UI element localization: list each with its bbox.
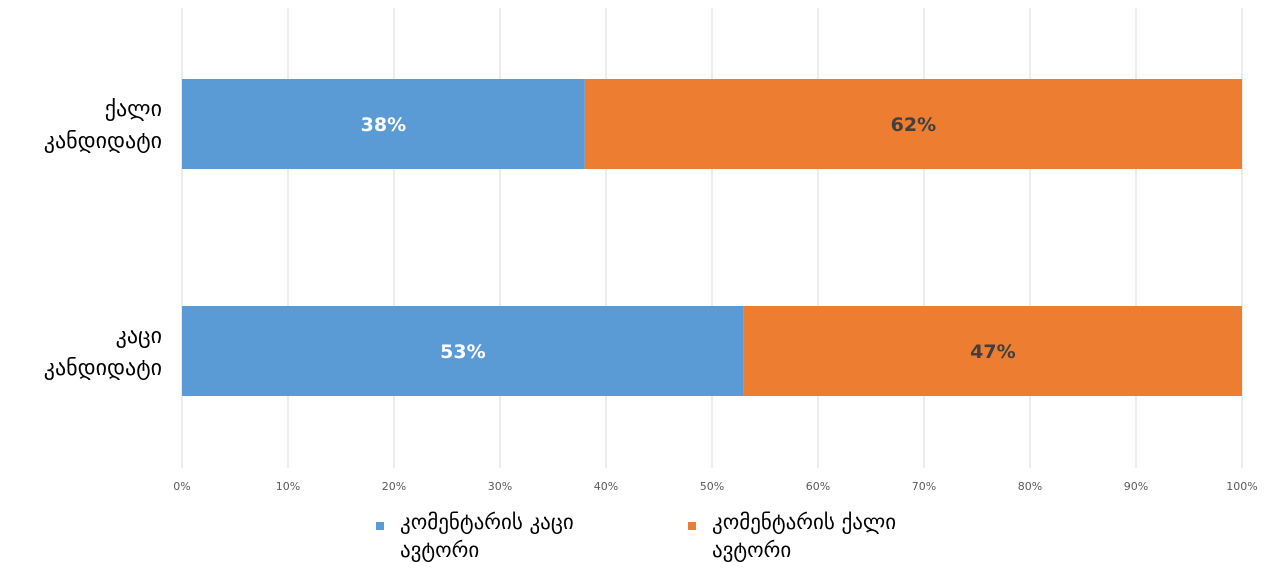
category-labels: ქალი კანდიდატი კაცი კანდიდატი	[44, 97, 162, 381]
legend-label-female-author: კომენტარის ქალი ავტორი	[712, 510, 897, 562]
x-tick-label: 100%	[1226, 480, 1257, 493]
data-labels: 38% 62% 53% 47%	[361, 114, 1016, 363]
legend-item-female-author: კომენტარის ქალი ავტორი	[688, 508, 942, 564]
data-label: 53%	[440, 341, 485, 363]
category-label: ქალი კანდიდატი	[44, 97, 162, 154]
x-tick-label: 70%	[912, 480, 936, 493]
data-label: 62%	[891, 114, 936, 136]
gridlines	[181, 8, 1243, 468]
x-tick-label: 50%	[700, 480, 724, 493]
x-tick-label: 60%	[806, 480, 830, 493]
x-tick-label: 80%	[1018, 480, 1042, 493]
x-tick-label: 90%	[1124, 480, 1148, 493]
x-tick-label: 10%	[276, 480, 300, 493]
bar-segment	[182, 79, 585, 169]
x-tick-label: 40%	[594, 480, 618, 493]
bars	[182, 79, 1242, 396]
bar-segment	[743, 306, 1242, 396]
bar-segment	[182, 306, 744, 396]
x-tick-label: 30%	[488, 480, 512, 493]
x-tick-label: 0%	[173, 480, 190, 493]
data-label: 47%	[970, 341, 1015, 363]
legend: კომენტარის კაცი ავტორი კომენტარის ქალი ა…	[376, 508, 942, 564]
data-label: 38%	[361, 114, 406, 136]
legend-swatch-female-author	[688, 522, 696, 530]
x-tick-label: 20%	[382, 480, 406, 493]
legend-item-male-author: კომენტარის კაცი ავტორი	[376, 508, 630, 564]
x-axis-ticks: 0% 10% 20% 30% 40% 50% 60% 70% 80% 90% 100%	[173, 480, 1257, 493]
category-label: კაცი კანდიდატი	[44, 324, 162, 381]
bar-segment	[584, 79, 1242, 169]
legend-label-male-author: კომენტარის კაცი ავტორი	[400, 510, 574, 562]
legend-swatch-male-author	[376, 522, 384, 530]
